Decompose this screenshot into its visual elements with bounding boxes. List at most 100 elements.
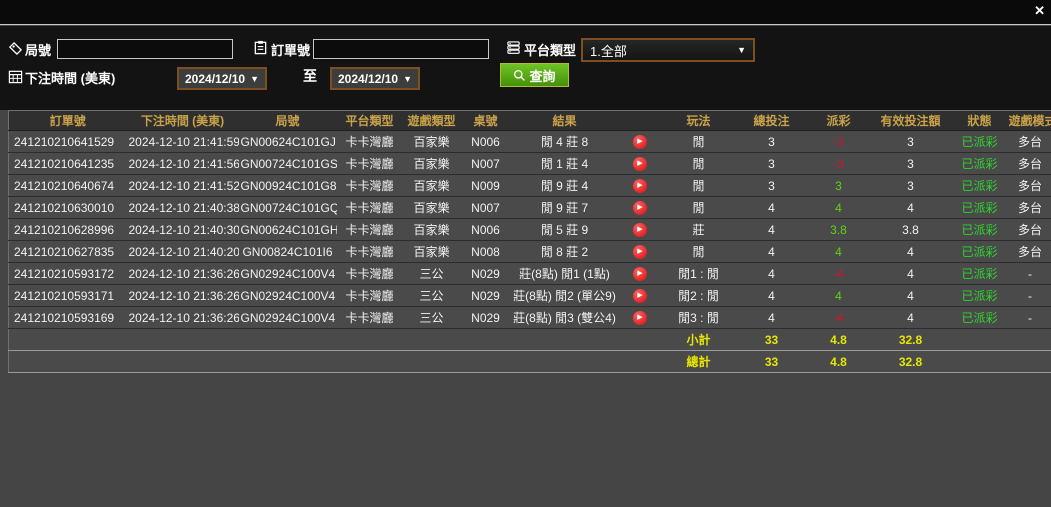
cell-mode: 多台 (1008, 130, 1051, 153)
cell-play: 閒1 : 閒 (660, 262, 737, 285)
cell-video: ▶ (618, 196, 661, 219)
search-button[interactable]: 查詢 (500, 63, 569, 87)
subtotal-row-game_type (402, 328, 461, 351)
table-row: 241210210593171 2024-12-10 21:36:26 GN0292… (8, 284, 1051, 307)
cell-table_no: N007 (460, 152, 511, 175)
cell-table_no: N009 (460, 174, 511, 197)
cell-status: 已派彩 (950, 196, 1009, 219)
platform-type-selected-value: 1.全部 (590, 43, 627, 59)
cell-mode: - (1008, 284, 1051, 307)
records-table: 訂單號 下注時間 (美東) 局號 平台類型 遊戲類型 桌號 結果 玩法 總投注 … (8, 110, 1051, 373)
cell-total_bet: 4 (736, 218, 807, 241)
play-video-icon[interactable]: ▶ (632, 310, 647, 325)
cell-bet_time: 2024-12-10 21:36:26 (126, 262, 239, 285)
cell-game_type: 百家樂 (402, 240, 461, 263)
cell-total_bet: 4 (736, 240, 807, 263)
play-video-icon[interactable]: ▶ (632, 156, 647, 171)
cell-round_no: GN00924C101G8 (238, 174, 337, 197)
date-from-value: 2024/12/10 (185, 71, 246, 86)
close-icon[interactable]: ✕ (1034, 3, 1045, 18)
cell-total_bet: 4 (736, 284, 807, 307)
cell-payout: 4 (806, 196, 871, 219)
cell-status: 已派彩 (950, 130, 1009, 153)
order-no-input[interactable] (313, 39, 489, 59)
cell-total_bet: 3 (736, 130, 807, 153)
cell-valid_bet: 3 (870, 130, 951, 153)
cell-video: ▶ (618, 262, 661, 285)
grand-total-row-payout: 4.8 (806, 350, 871, 373)
subtotal-row-play: 小計 (660, 328, 737, 351)
play-video-icon[interactable]: ▶ (632, 134, 647, 149)
grand-total-row-order_no (8, 350, 127, 373)
cell-status: 已派彩 (950, 152, 1009, 175)
header-total-bet: 總投注 (736, 110, 807, 131)
subtotal-row-round_no (238, 328, 337, 351)
cell-video: ▶ (618, 152, 661, 175)
play-video-icon[interactable]: ▶ (632, 266, 647, 281)
cell-round_no: GN00724C101GQ (238, 196, 337, 219)
cell-payout: -3 (806, 130, 871, 153)
grand-total-row-bet_time (126, 350, 239, 373)
clipboard-icon (254, 40, 267, 55)
date-range-to-label: 至 (303, 68, 317, 84)
cell-result: 莊(8點) 閒1 (1點) (510, 262, 619, 285)
cell-table_no: N006 (460, 130, 511, 153)
cell-payout: -3 (806, 152, 871, 175)
calendar-icon (8, 70, 23, 84)
cell-game_type: 百家樂 (402, 152, 461, 175)
play-video-icon[interactable]: ▶ (632, 222, 647, 237)
header-platform-type: 平台類型 (336, 110, 403, 131)
cell-round_no: GN00724C101GS (238, 152, 337, 175)
table-row: 241210210641235 2024-12-10 21:41:56 GN0072… (8, 152, 1051, 175)
play-video-icon[interactable]: ▶ (632, 178, 647, 193)
platform-type-label: 平台類型 (524, 43, 577, 58)
cell-video: ▶ (618, 306, 661, 329)
cell-video: ▶ (618, 218, 661, 241)
cell-status: 已派彩 (950, 262, 1009, 285)
cell-result: 閒 4 莊 8 (510, 130, 619, 153)
cell-play: 閒3 : 閒 (660, 306, 737, 329)
game-no-input[interactable] (57, 39, 233, 59)
cell-valid_bet: 3 (870, 174, 951, 197)
play-video-icon[interactable]: ▶ (632, 288, 647, 303)
play-video-icon[interactable]: ▶ (632, 244, 647, 259)
header-table-no: 桌號 (460, 110, 511, 131)
header-play-type: 玩法 (660, 110, 737, 131)
cell-payout: 3 (806, 174, 871, 197)
cell-bet_time: 2024-12-10 21:36:26 (126, 284, 239, 307)
bet-time-label: 下注時間 (美東) (25, 71, 116, 86)
cell-mode: 多台 (1008, 152, 1051, 175)
cell-mode: 多台 (1008, 196, 1051, 219)
grand-total-row-game_type (402, 350, 461, 373)
date-to-select[interactable]: 2024/12/10 ▼ (330, 67, 420, 90)
cell-result: 莊(8點) 閒3 (雙公4) (510, 306, 619, 329)
table-row: 241210210641529 2024-12-10 21:41:59 GN0062… (8, 130, 1051, 153)
cell-bet_time: 2024-12-10 21:41:59 (126, 130, 239, 153)
header-payout: 派彩 (806, 110, 871, 131)
date-from-select[interactable]: 2024/12/10 ▼ (177, 67, 267, 90)
cell-status: 已派彩 (950, 306, 1009, 329)
cell-result: 閒 9 莊 4 (510, 174, 619, 197)
cell-order_no: 241210210628996 (8, 218, 127, 241)
subtotal-row-bet_time (126, 328, 239, 351)
cell-total_bet: 3 (736, 152, 807, 175)
cell-valid_bet: 4 (870, 262, 951, 285)
grand-total-row-platform (336, 350, 403, 373)
grand-total-row-valid_bet: 32.8 (870, 350, 951, 373)
table-row: 241210210627835 2024-12-10 21:40:20 GN0082… (8, 240, 1051, 263)
platform-type-select[interactable]: 1.全部 ▼ (581, 38, 755, 62)
play-video-icon[interactable]: ▶ (632, 200, 647, 215)
cell-bet_time: 2024-12-10 21:40:38 (126, 196, 239, 219)
date-to-value: 2024/12/10 (338, 71, 399, 86)
grand-total-row-status (950, 350, 1009, 373)
cell-status: 已派彩 (950, 218, 1009, 241)
cell-platform: 卡卡灣廳 (336, 262, 403, 285)
game-no-label: 局號 (25, 43, 52, 58)
filter-panel: 局號 訂單號 平台類型 1.全部 ▼ 下注時間 (美東 (0, 26, 1051, 110)
grand-total-row-mode (1008, 350, 1051, 373)
cell-order_no: 241210210593172 (8, 262, 127, 285)
chevron-down-icon: ▼ (250, 73, 259, 84)
cell-table_no: N006 (460, 218, 511, 241)
cell-result: 閒 8 莊 2 (510, 240, 619, 263)
cell-payout: 3.8 (806, 218, 871, 241)
